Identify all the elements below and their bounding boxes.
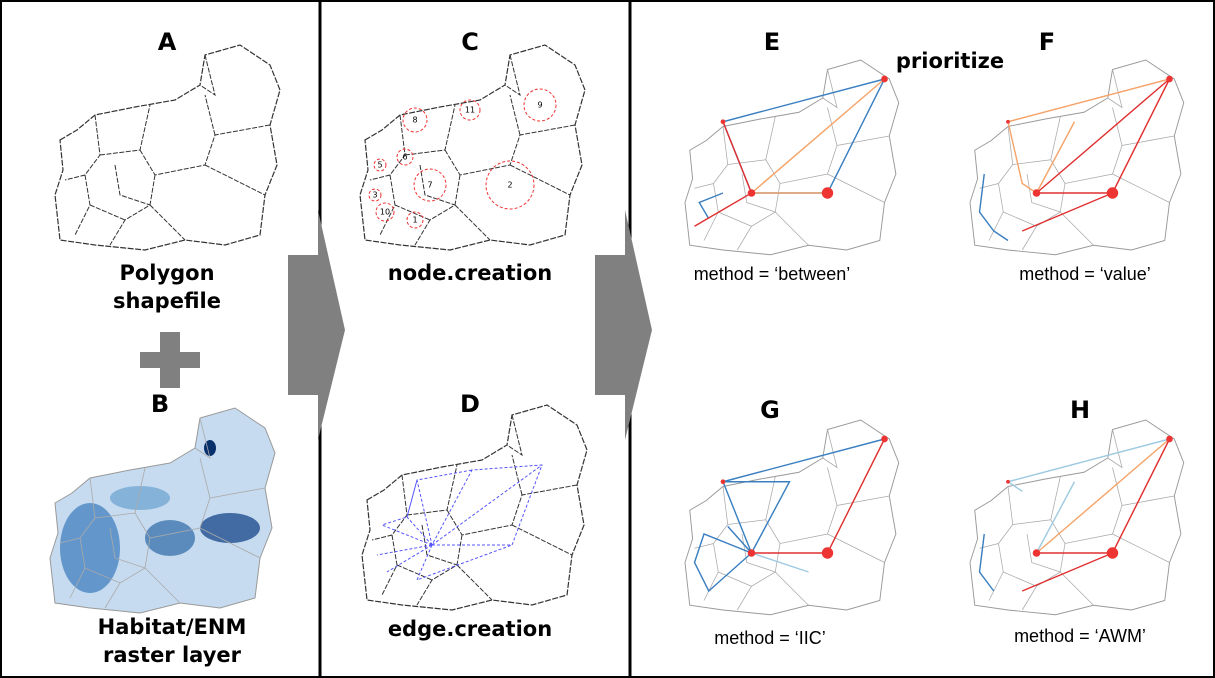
caption: raster layer xyxy=(103,643,242,667)
node-label: 3 xyxy=(372,191,377,200)
caption: Habitat/ENM xyxy=(98,615,247,639)
caption: edge.creation xyxy=(388,617,552,641)
network xyxy=(970,420,1184,615)
node-label: 5 xyxy=(377,161,382,170)
node-label: 11 xyxy=(465,106,475,115)
caption: method = ‘between’ xyxy=(694,264,851,284)
node-label: 7 xyxy=(427,181,432,190)
caption: method = ‘value’ xyxy=(1019,264,1151,284)
panel-letter: C xyxy=(461,28,479,56)
node-label: 8 xyxy=(412,116,417,125)
network xyxy=(685,60,899,255)
panel-letter: F xyxy=(1039,28,1055,56)
node-circles xyxy=(369,89,556,228)
caption: shapefile xyxy=(113,289,221,313)
figure: 8 11 9 5 6 7 2 3 10 1 A Polygon shapefil… xyxy=(0,0,1215,678)
node-label: 6 xyxy=(402,153,407,162)
node-label: 1 xyxy=(412,216,417,225)
node-label: 10 xyxy=(380,208,390,217)
polygon-map xyxy=(360,45,585,250)
panel-letter: G xyxy=(760,396,780,424)
panel-letter: D xyxy=(460,390,480,418)
panel-letter: E xyxy=(764,28,780,56)
network xyxy=(970,60,1184,255)
panel-letter: H xyxy=(1070,396,1090,424)
prioritize-label: prioritize xyxy=(896,49,1004,73)
raster-map xyxy=(50,408,275,613)
node-label: 2 xyxy=(507,181,512,190)
polygon-map xyxy=(55,45,280,250)
caption: method = ‘AWM’ xyxy=(1014,626,1146,646)
panel-letter: B xyxy=(151,390,169,418)
arrow xyxy=(288,210,345,440)
arrow xyxy=(595,210,652,440)
caption: method = ‘IIC’ xyxy=(714,628,826,648)
polygon-map xyxy=(362,405,587,610)
node-label: 9 xyxy=(537,101,542,110)
caption: Polygon xyxy=(119,261,214,285)
plus xyxy=(140,332,200,388)
caption: node.creation xyxy=(388,261,552,285)
panel-letter: A xyxy=(158,28,177,56)
network xyxy=(685,420,899,615)
